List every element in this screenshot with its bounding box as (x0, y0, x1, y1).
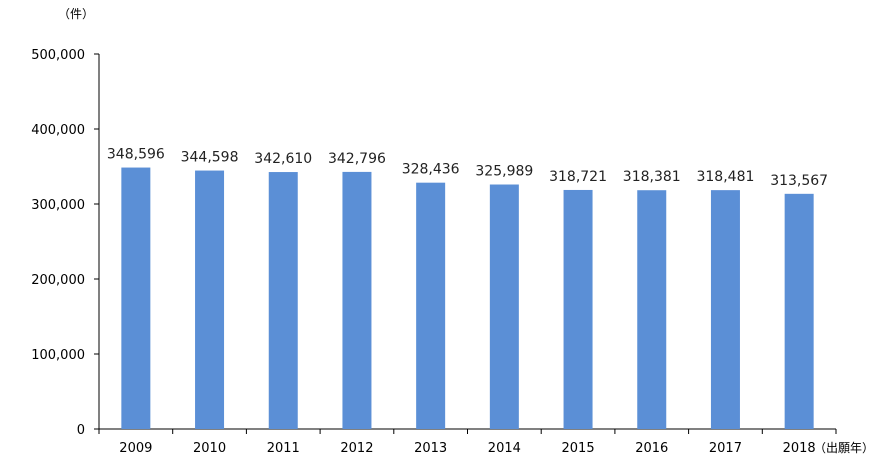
x-tick-label: 2017 (709, 441, 742, 456)
data-label: 348,596 (107, 147, 165, 163)
x-tick-label: 2015 (562, 441, 595, 456)
bar (268, 172, 298, 430)
bar (489, 184, 519, 429)
data-label: 325,989 (475, 164, 533, 180)
x-tick-label: 2010 (193, 441, 226, 456)
data-label: 313,567 (770, 173, 828, 189)
data-labels: 348,596 344,598 342,610 342,796 328,436 325,9… (107, 147, 828, 189)
x-tick-label: 2009 (119, 441, 152, 456)
data-label: 342,796 (328, 151, 386, 167)
data-label: 328,436 (402, 162, 460, 178)
x-tick-label: 2011 (267, 441, 300, 456)
y-axis: 0 100,000 200,000 300,000 400,000 500,000 (31, 48, 100, 438)
y-tick-label: 500,000 (31, 48, 85, 63)
bar (121, 167, 151, 430)
bar (784, 193, 814, 429)
data-label: 342,610 (254, 151, 312, 167)
bar (710, 190, 740, 429)
y-tick-label: 300,000 (31, 198, 85, 213)
y-unit-label: （件） (58, 7, 94, 21)
y-tick-label: 100,000 (31, 348, 85, 363)
y-tick-label: 0 (77, 423, 85, 438)
x-tick-label: 2014 (488, 441, 521, 456)
x-unit-label: （出願年） (814, 441, 874, 455)
y-tick-label: 400,000 (31, 123, 85, 138)
bar (563, 189, 593, 429)
bars (121, 167, 814, 430)
bar (416, 182, 446, 429)
data-label: 318,381 (623, 169, 681, 185)
x-tick-label: 2013 (414, 441, 447, 456)
data-label: 318,481 (696, 169, 754, 185)
data-label: 318,721 (549, 169, 607, 185)
bar (195, 170, 225, 429)
y-tick-label: 200,000 (31, 273, 85, 288)
x-tick-label: 2018 (783, 441, 816, 456)
x-tick-label: 2016 (635, 441, 668, 456)
bar (637, 190, 667, 429)
x-tick-label: 2012 (340, 441, 373, 456)
x-axis: 2009 2010 2011 2012 2013 2014 2015 2016 2017 2018 (98, 428, 837, 456)
bar (342, 171, 372, 429)
data-label: 344,598 (181, 150, 239, 166)
